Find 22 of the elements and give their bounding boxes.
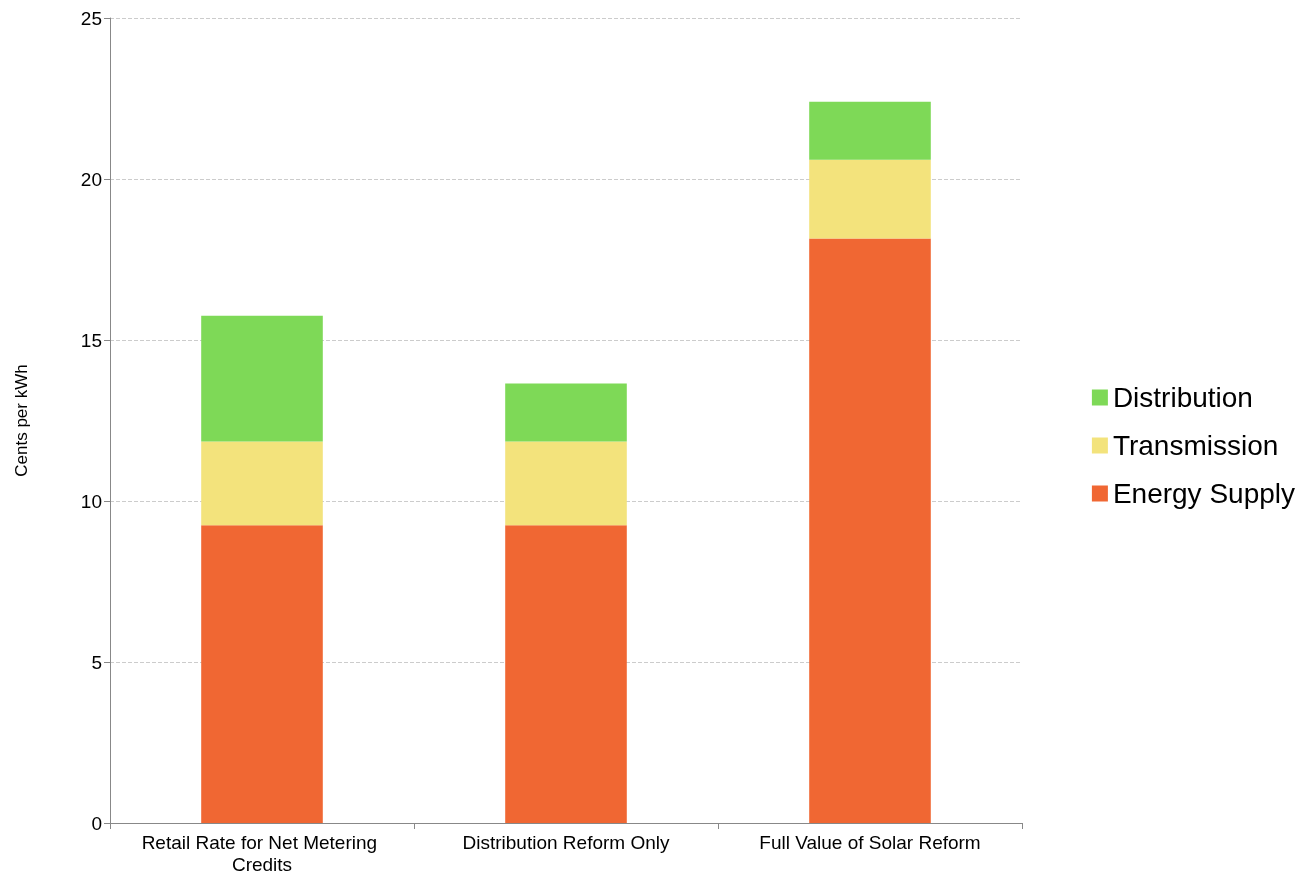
x-tick-label: Retail Rate for Net Metering Credits [141, 831, 383, 875]
legend-label: Distribution [1112, 382, 1253, 413]
x-tick-label: Full Value of Solar Reform [759, 831, 981, 853]
bar [505, 441, 627, 526]
y-tick-label: 5 [91, 651, 102, 673]
y-tick-label: 0 [91, 812, 102, 834]
bar [809, 101, 931, 160]
y-tick-label: 10 [80, 490, 102, 512]
y-tick-label: 15 [80, 329, 102, 351]
bar [809, 238, 931, 823]
legend-label: Transmission [1112, 430, 1279, 461]
bar [201, 315, 323, 442]
y-tick-label: 20 [80, 168, 102, 190]
bar [505, 525, 627, 823]
bar [201, 525, 323, 823]
bar [809, 159, 931, 239]
x-tick-label: Distribution Reform Only [462, 831, 670, 853]
bar [505, 383, 627, 442]
bar [201, 441, 323, 526]
legend-label: Energy Supply [1112, 478, 1295, 509]
y-tick-label: 25 [80, 7, 102, 29]
y-axis-title: Cents per kWh [12, 364, 31, 477]
